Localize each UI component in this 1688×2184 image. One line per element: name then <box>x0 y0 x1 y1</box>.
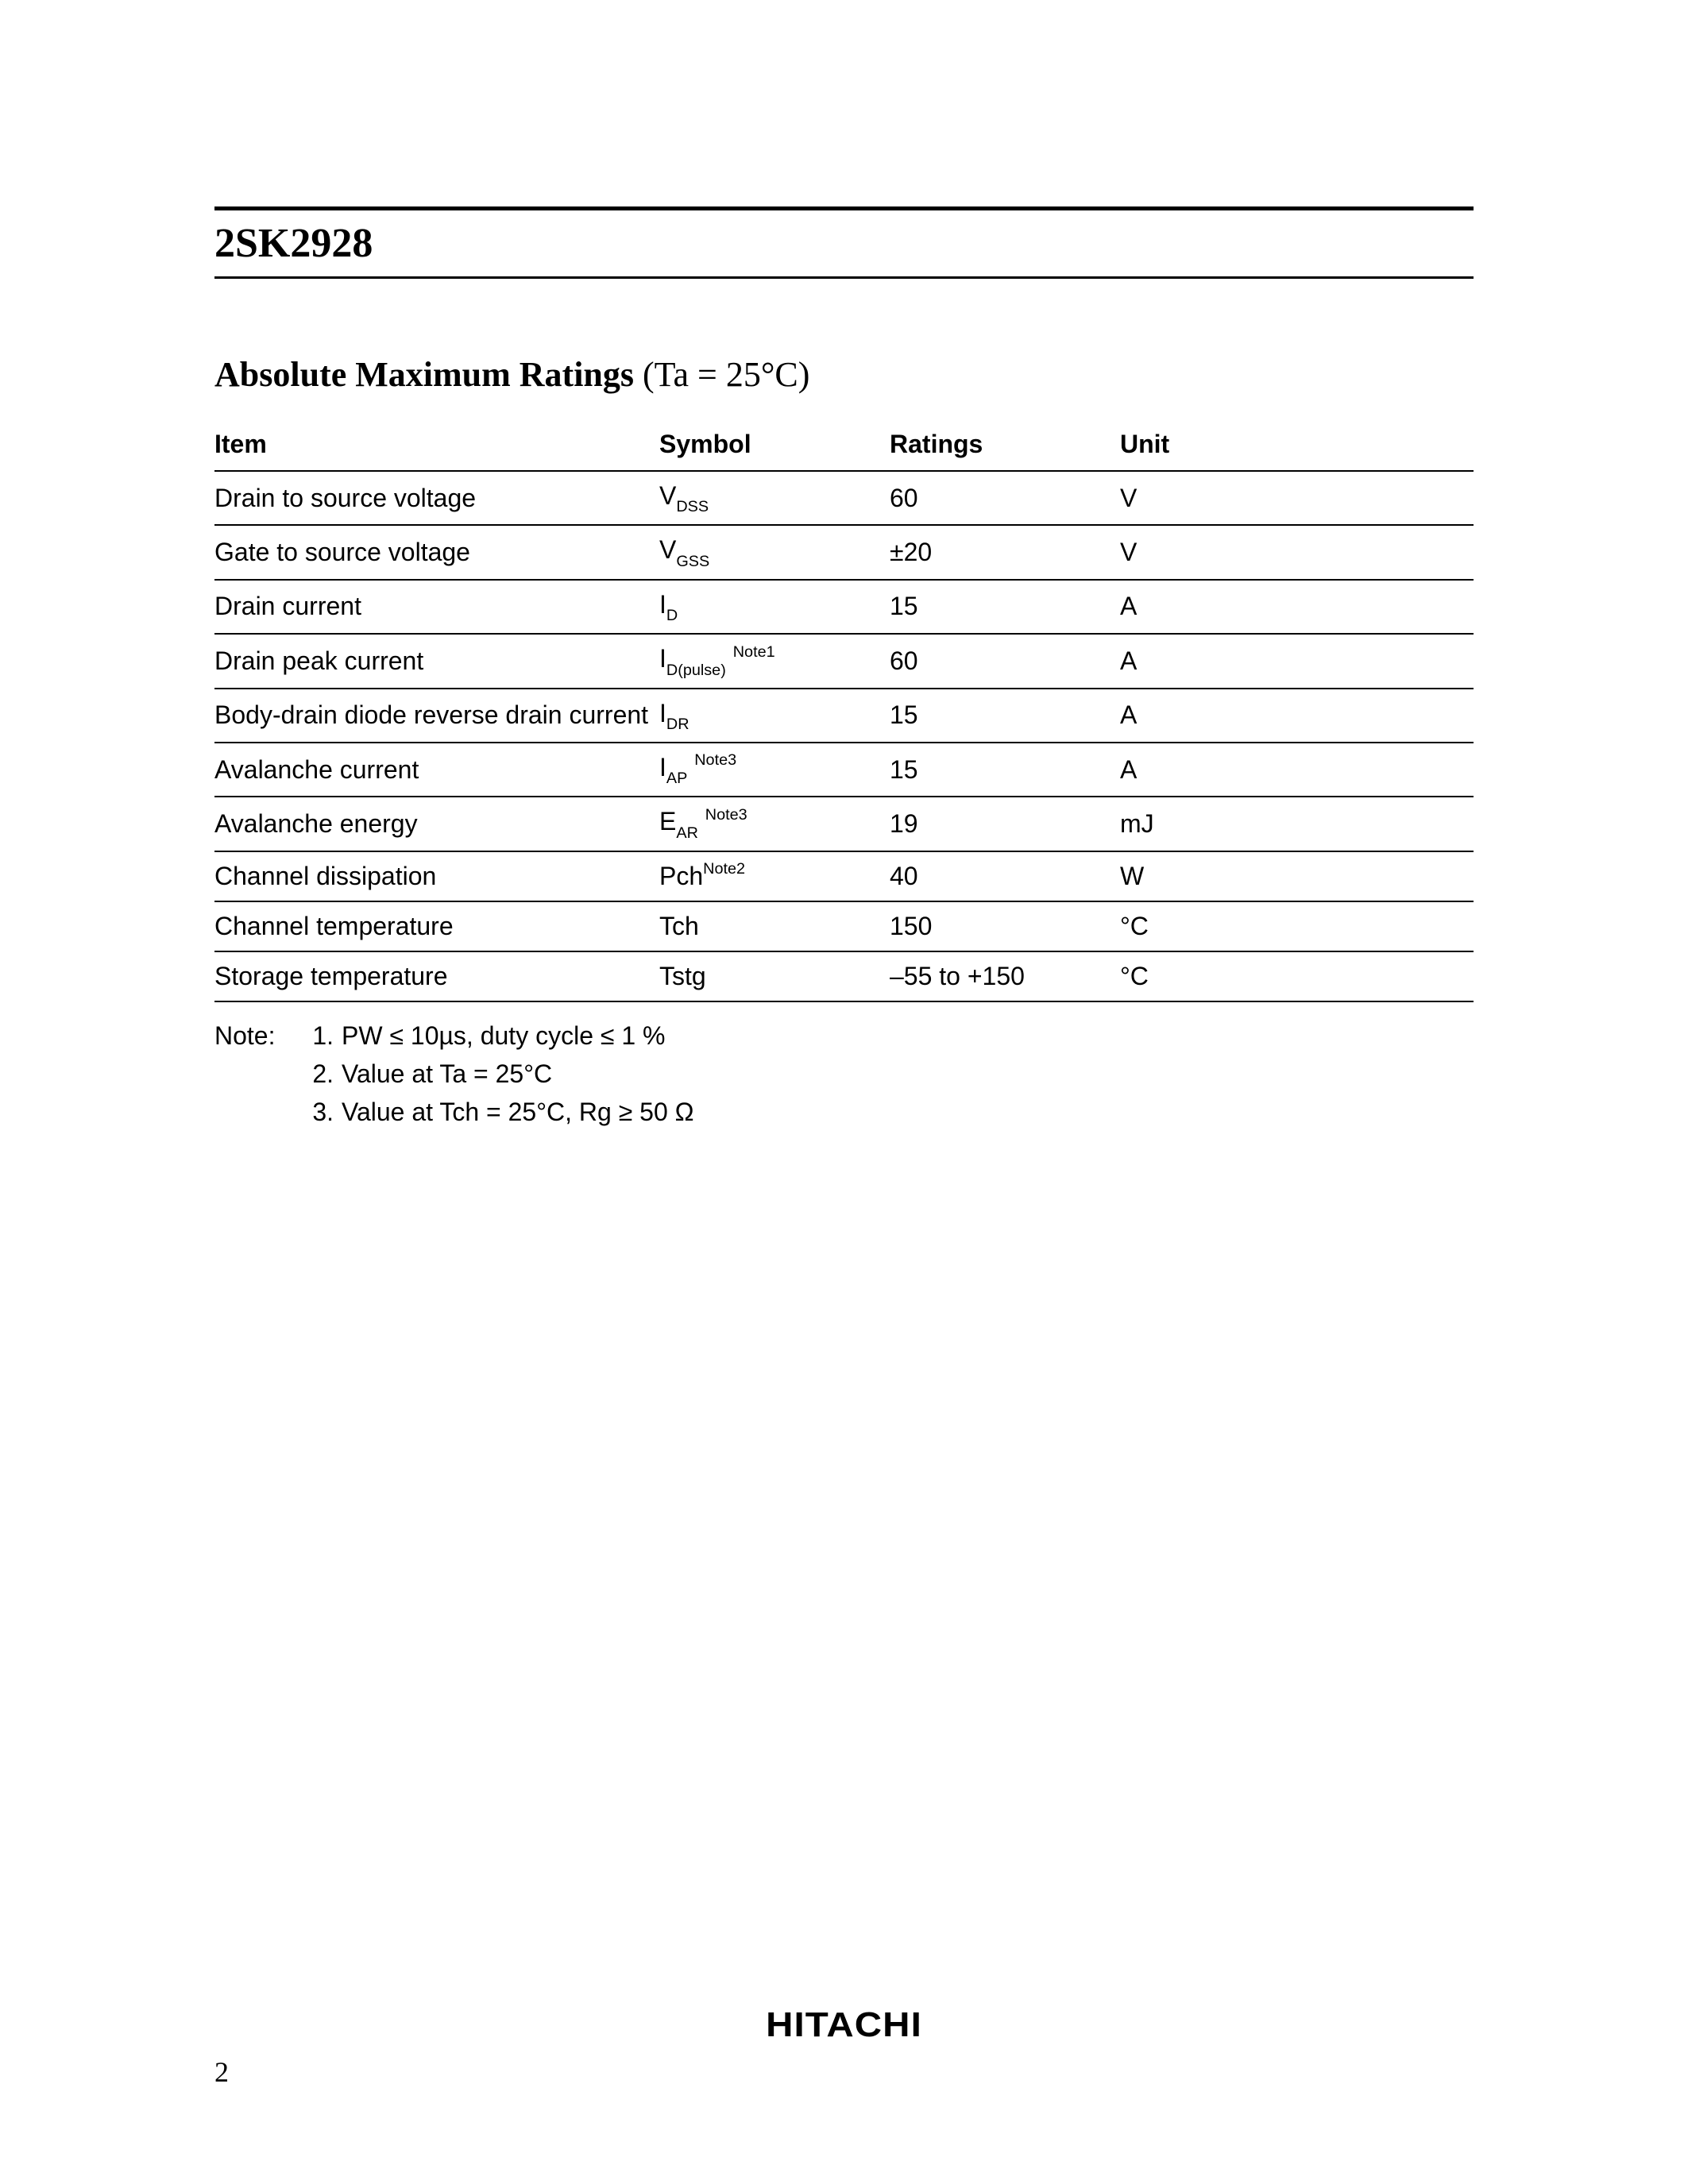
note-label <box>214 1093 306 1131</box>
cell-unit: °C <box>1120 951 1474 1001</box>
note-number: 3. <box>306 1093 342 1131</box>
cell-rating: ±20 <box>890 525 1120 579</box>
cell-item: Drain to source voltage <box>214 471 659 525</box>
table-row: Gate to source voltageVGSS±20V <box>214 525 1474 579</box>
col-header-ratings: Ratings <box>890 419 1120 471</box>
cell-rating: 60 <box>890 634 1120 688</box>
note-text: Value at Ta = 25°C <box>342 1055 1474 1093</box>
cell-symbol: PchNote2 <box>659 851 890 901</box>
note-text: Value at Tch = 25°C, Rg ≥ 50 Ω <box>342 1093 1474 1131</box>
note-text: PW ≤ 10µs, duty cycle ≤ 1 % <box>342 1017 1474 1055</box>
cell-item: Channel temperature <box>214 901 659 951</box>
note-label <box>214 1055 306 1093</box>
table-row: Avalanche currentIAP Note315A <box>214 743 1474 797</box>
cell-item: Gate to source voltage <box>214 525 659 579</box>
cell-rating: –55 to +150 <box>890 951 1120 1001</box>
brand-logo: HITACHI <box>0 2005 1688 2045</box>
col-header-unit: Unit <box>1120 419 1474 471</box>
cell-symbol: Tch <box>659 901 890 951</box>
table-row: Drain to source voltageVDSS60V <box>214 471 1474 525</box>
table-header-row: Item Symbol Ratings Unit <box>214 419 1474 471</box>
cell-item: Avalanche current <box>214 743 659 797</box>
cell-symbol: IDR <box>659 689 890 743</box>
cell-rating: 40 <box>890 851 1120 901</box>
cell-item: Storage temperature <box>214 951 659 1001</box>
table-row: Channel temperatureTch150°C <box>214 901 1474 951</box>
note-number: 1. <box>306 1017 342 1055</box>
cell-rating: 15 <box>890 580 1120 634</box>
note-number: 2. <box>306 1055 342 1093</box>
cell-rating: 60 <box>890 471 1120 525</box>
cell-unit: A <box>1120 580 1474 634</box>
table-row: Drain currentID15A <box>214 580 1474 634</box>
part-number-header: 2SK2928 <box>214 220 1474 279</box>
col-header-symbol: Symbol <box>659 419 890 471</box>
cell-unit: A <box>1120 634 1474 688</box>
cell-symbol: IAP Note3 <box>659 743 890 797</box>
ratings-table: Item Symbol Ratings Unit Drain to source… <box>214 419 1474 1002</box>
datasheet-page: 2SK2928 Absolute Maximum Ratings (Ta = 2… <box>0 0 1688 2184</box>
table-row: Body-drain diode reverse drain currentID… <box>214 689 1474 743</box>
cell-rating: 19 <box>890 797 1120 851</box>
cell-unit: °C <box>1120 901 1474 951</box>
cell-symbol: VGSS <box>659 525 890 579</box>
cell-symbol: VDSS <box>659 471 890 525</box>
cell-rating: 150 <box>890 901 1120 951</box>
cell-unit: mJ <box>1120 797 1474 851</box>
note-row: 2.Value at Ta = 25°C <box>214 1055 1474 1093</box>
page-number: 2 <box>214 2055 229 2089</box>
cell-unit: A <box>1120 743 1474 797</box>
table-row: Avalanche energyEAR Note319mJ <box>214 797 1474 851</box>
cell-item: Avalanche energy <box>214 797 659 851</box>
table-row: Storage temperatureTstg–55 to +150°C <box>214 951 1474 1001</box>
cell-item: Drain peak current <box>214 634 659 688</box>
cell-symbol: ID <box>659 580 890 634</box>
cell-unit: V <box>1120 525 1474 579</box>
top-rule <box>214 206 1474 210</box>
cell-symbol: Tstg <box>659 951 890 1001</box>
cell-rating: 15 <box>890 689 1120 743</box>
col-header-item: Item <box>214 419 659 471</box>
cell-item: Drain current <box>214 580 659 634</box>
note-row: 3.Value at Tch = 25°C, Rg ≥ 50 Ω <box>214 1093 1474 1131</box>
table-row: Channel dissipationPchNote240W <box>214 851 1474 901</box>
cell-rating: 15 <box>890 743 1120 797</box>
section-title: Absolute Maximum Ratings (Ta = 25°C) <box>214 354 1474 395</box>
cell-unit: A <box>1120 689 1474 743</box>
cell-symbol: EAR Note3 <box>659 797 890 851</box>
cell-symbol: ID(pulse) Note1 <box>659 634 890 688</box>
note-label: Note: <box>214 1017 306 1055</box>
section-title-condition: (Ta = 25°C) <box>643 355 809 394</box>
notes-block: Note:1.PW ≤ 10µs, duty cycle ≤ 1 %2.Valu… <box>214 1017 1474 1131</box>
cell-unit: V <box>1120 471 1474 525</box>
table-row: Drain peak currentID(pulse) Note160A <box>214 634 1474 688</box>
section-title-text: Absolute Maximum Ratings <box>214 355 634 394</box>
cell-item: Channel dissipation <box>214 851 659 901</box>
note-row: Note:1.PW ≤ 10µs, duty cycle ≤ 1 % <box>214 1017 1474 1055</box>
cell-unit: W <box>1120 851 1474 901</box>
cell-item: Body-drain diode reverse drain current <box>214 689 659 743</box>
